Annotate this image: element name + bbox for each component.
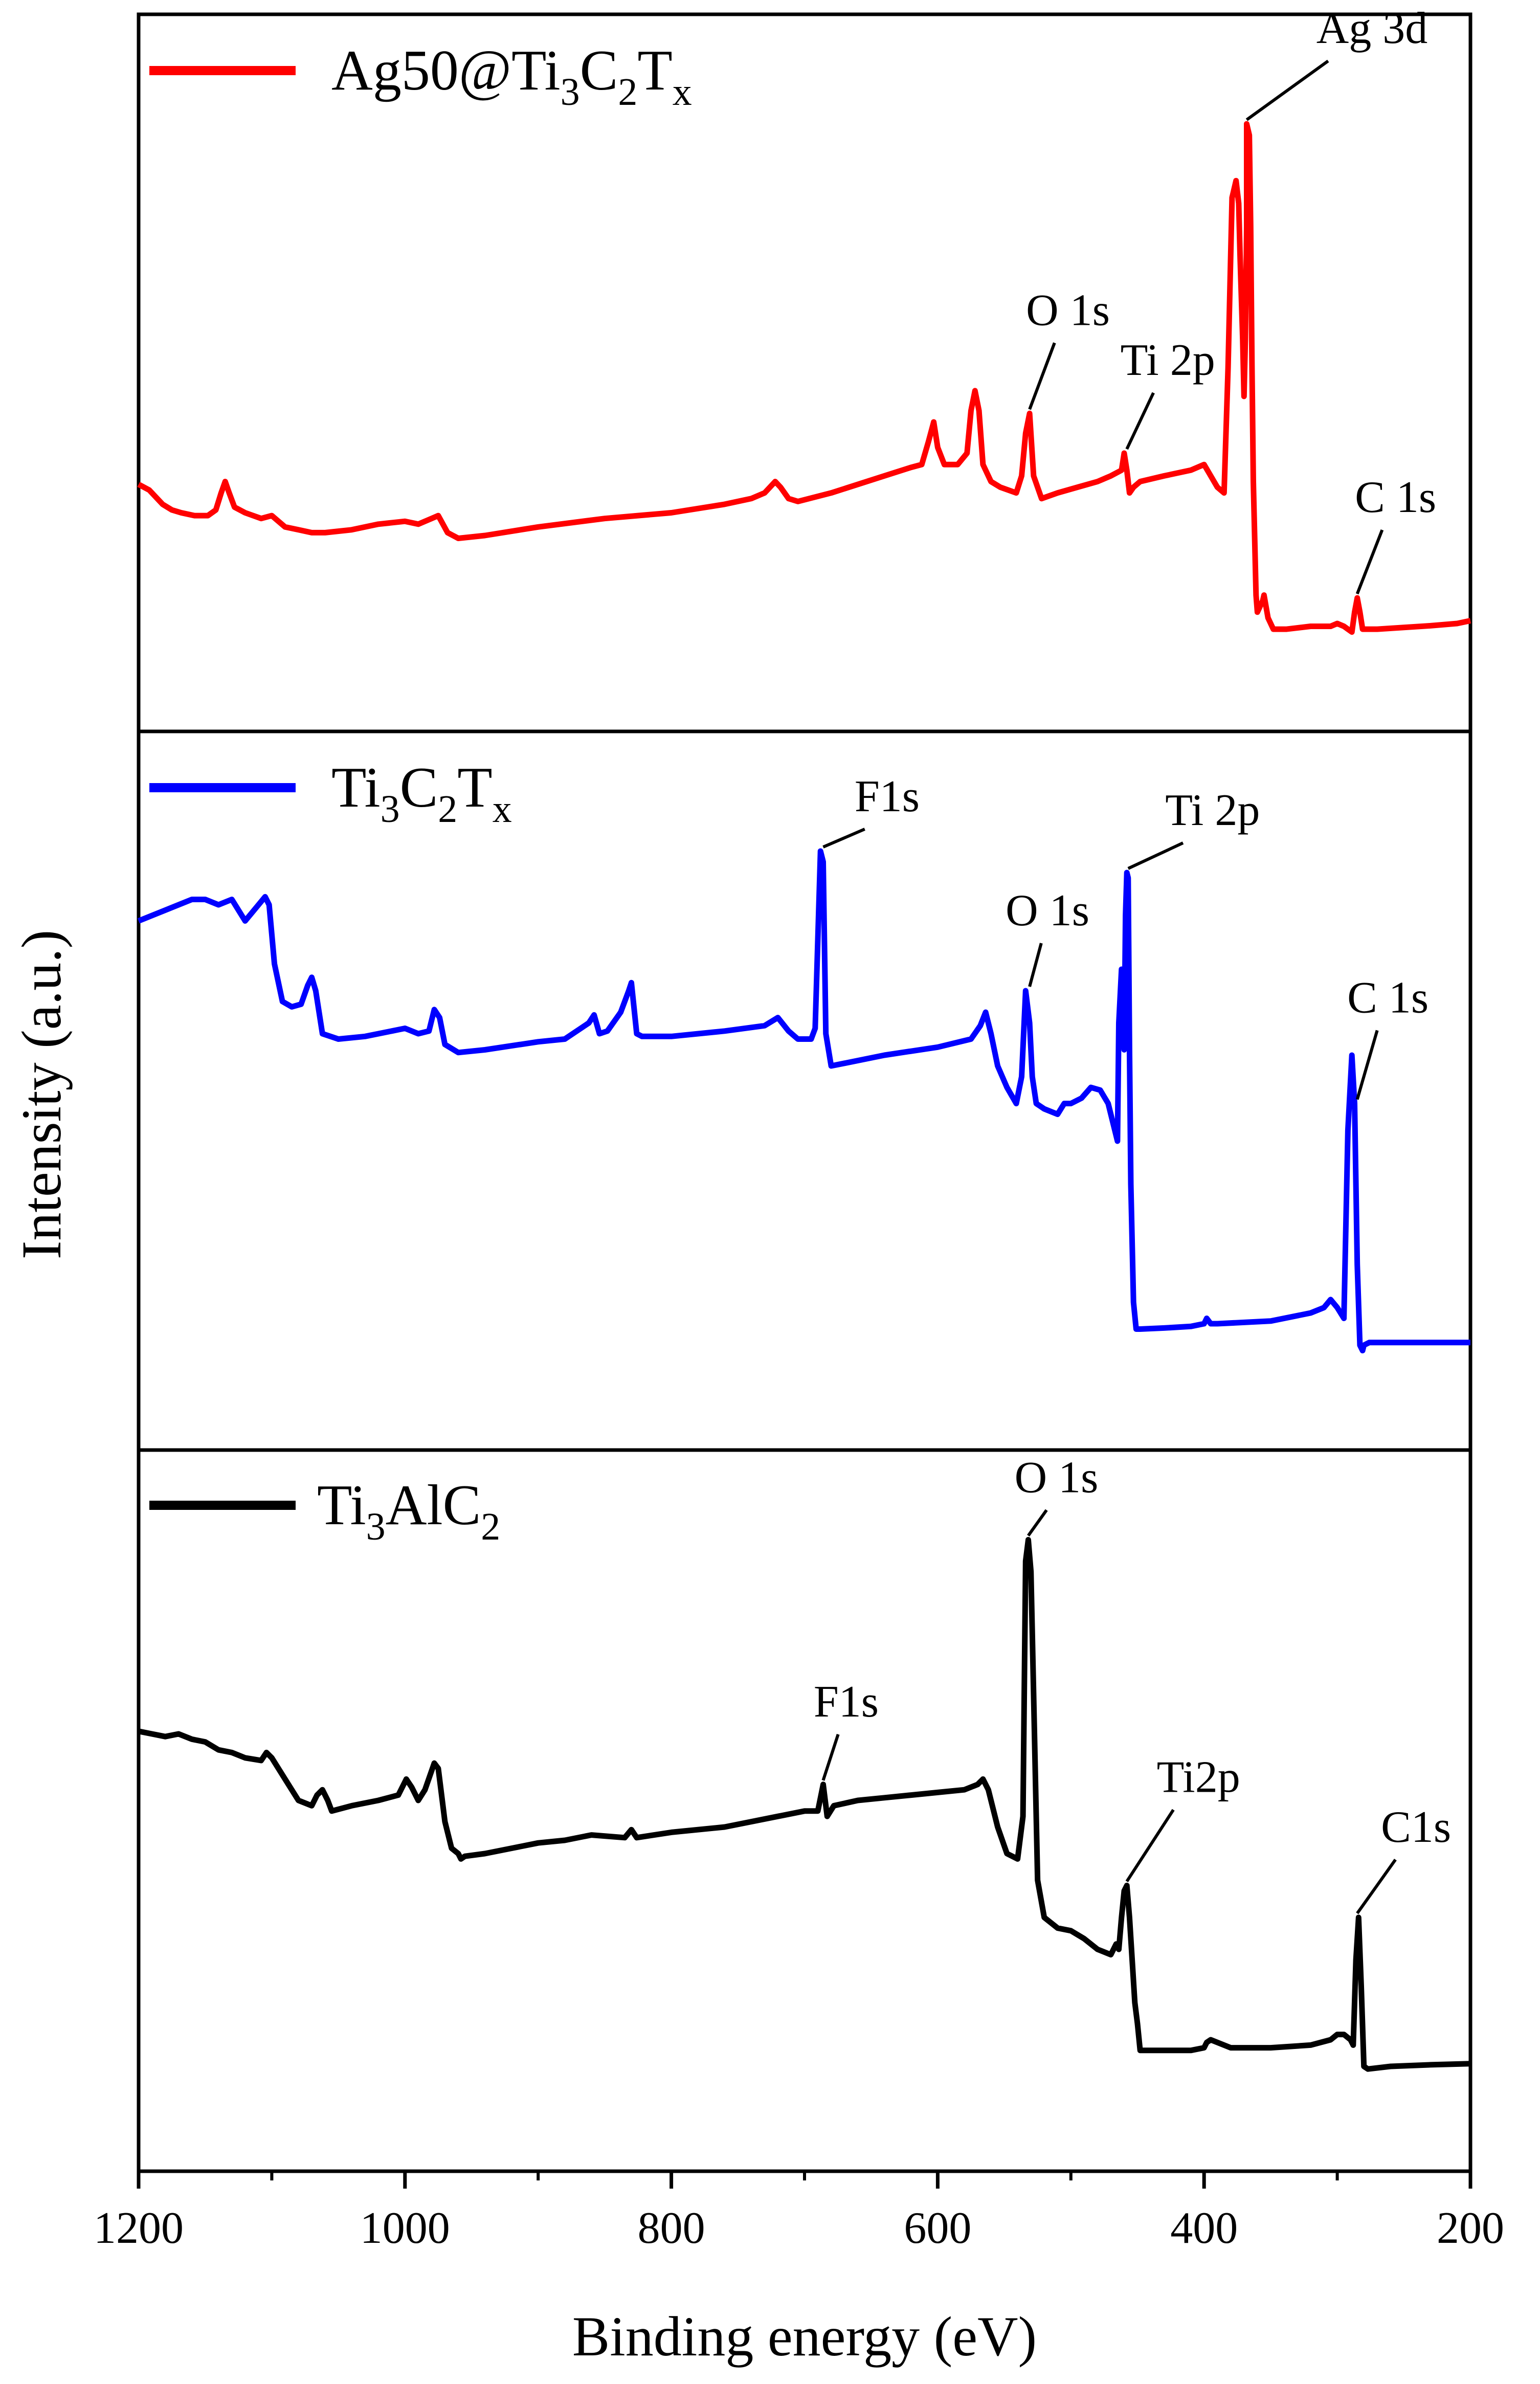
y-axis-title: Intensity (a.u.) [10, 930, 73, 1260]
legend-label-ag50: Ag50@Ti3C2Tx [331, 39, 692, 114]
annotation-leader-ag50-0 [1245, 59, 1329, 121]
x-tick-label-3: 600 [904, 2203, 971, 2253]
series-line-ag50 [137, 121, 1471, 635]
annotation-leader-ag50-3 [1355, 529, 1384, 595]
annotation-leader-ti3alc2-1 [821, 1733, 840, 1781]
annotation-label-ag50-0: Ag 3d [1316, 4, 1428, 53]
annotation-label-ti3c2tx-0: F1s [855, 772, 920, 821]
annotation-label-ti3alc2-1: F1s [814, 1677, 879, 1727]
annotation-leader-ti3c2tx-1 [1028, 943, 1043, 987]
annotation-label-ti3alc2-3: C1s [1381, 1802, 1451, 1852]
legend-label-ti3c2tx: Ti3C2Tx [331, 756, 512, 831]
annotation-label-ag50-1: O 1s [1026, 285, 1110, 335]
series-line-ti3c2tx [137, 848, 1470, 1353]
annotation-label-ti3c2tx-2: Ti 2p [1165, 786, 1260, 835]
annotation-leader-ag50-2 [1125, 392, 1155, 450]
legend-label-ti3alc2: Ti3AlC2 [317, 1474, 500, 1548]
series-line-ti3alc2 [138, 1536, 1471, 2072]
annotation-label-ag50-3: C 1s [1355, 473, 1436, 522]
annotation-leader-ti3c2tx-3 [1355, 1030, 1379, 1100]
x-tick-label-4: 400 [1170, 2203, 1238, 2253]
x-axis: 1200 1000 800 600 400 200 [94, 2171, 1504, 2253]
x-tick-label-1: 1000 [360, 2203, 450, 2253]
annotation-label-ag50-2: Ti 2p [1121, 336, 1215, 385]
annotation-leader-ag50-1 [1028, 342, 1056, 410]
annotation-leader-ti3alc2-3 [1356, 1859, 1397, 1914]
panel-ti3c2tx: Ti3C2Tx F1s O 1s Ti 2p C 1s [137, 729, 1472, 1452]
annotation-label-ti3alc2-2: Ti2p [1157, 1752, 1240, 1802]
annotation-label-ti3c2tx-3: C 1s [1347, 973, 1429, 1023]
annotation-leader-ti3c2tx-2 [1127, 841, 1184, 870]
x-axis-title: Binding energy (eV) [572, 2305, 1037, 2368]
annotations-ti3alc2: O 1s F1s Ti2p C1s [814, 1453, 1451, 1914]
panel-ti3alc2: Ti3AlC2 O 1s F1s Ti2p C1s [137, 1448, 1472, 2173]
x-tick-label-5: 200 [1437, 2203, 1504, 2253]
annotation-leader-ti3alc2-2 [1125, 1809, 1175, 1883]
annotation-label-ti3c2tx-1: O 1s [1006, 886, 1089, 935]
annotations-ti3c2tx: F1s O 1s Ti 2p C 1s [822, 772, 1429, 1100]
annotation-leader-ti3alc2-0 [1027, 1509, 1048, 1537]
x-tick-label-2: 800 [638, 2203, 705, 2253]
x-tick-label-0: 1200 [94, 2203, 184, 2253]
annotation-leader-ti3c2tx-0 [822, 828, 865, 849]
annotation-label-ti3alc2-0: O 1s [1015, 1453, 1099, 1502]
